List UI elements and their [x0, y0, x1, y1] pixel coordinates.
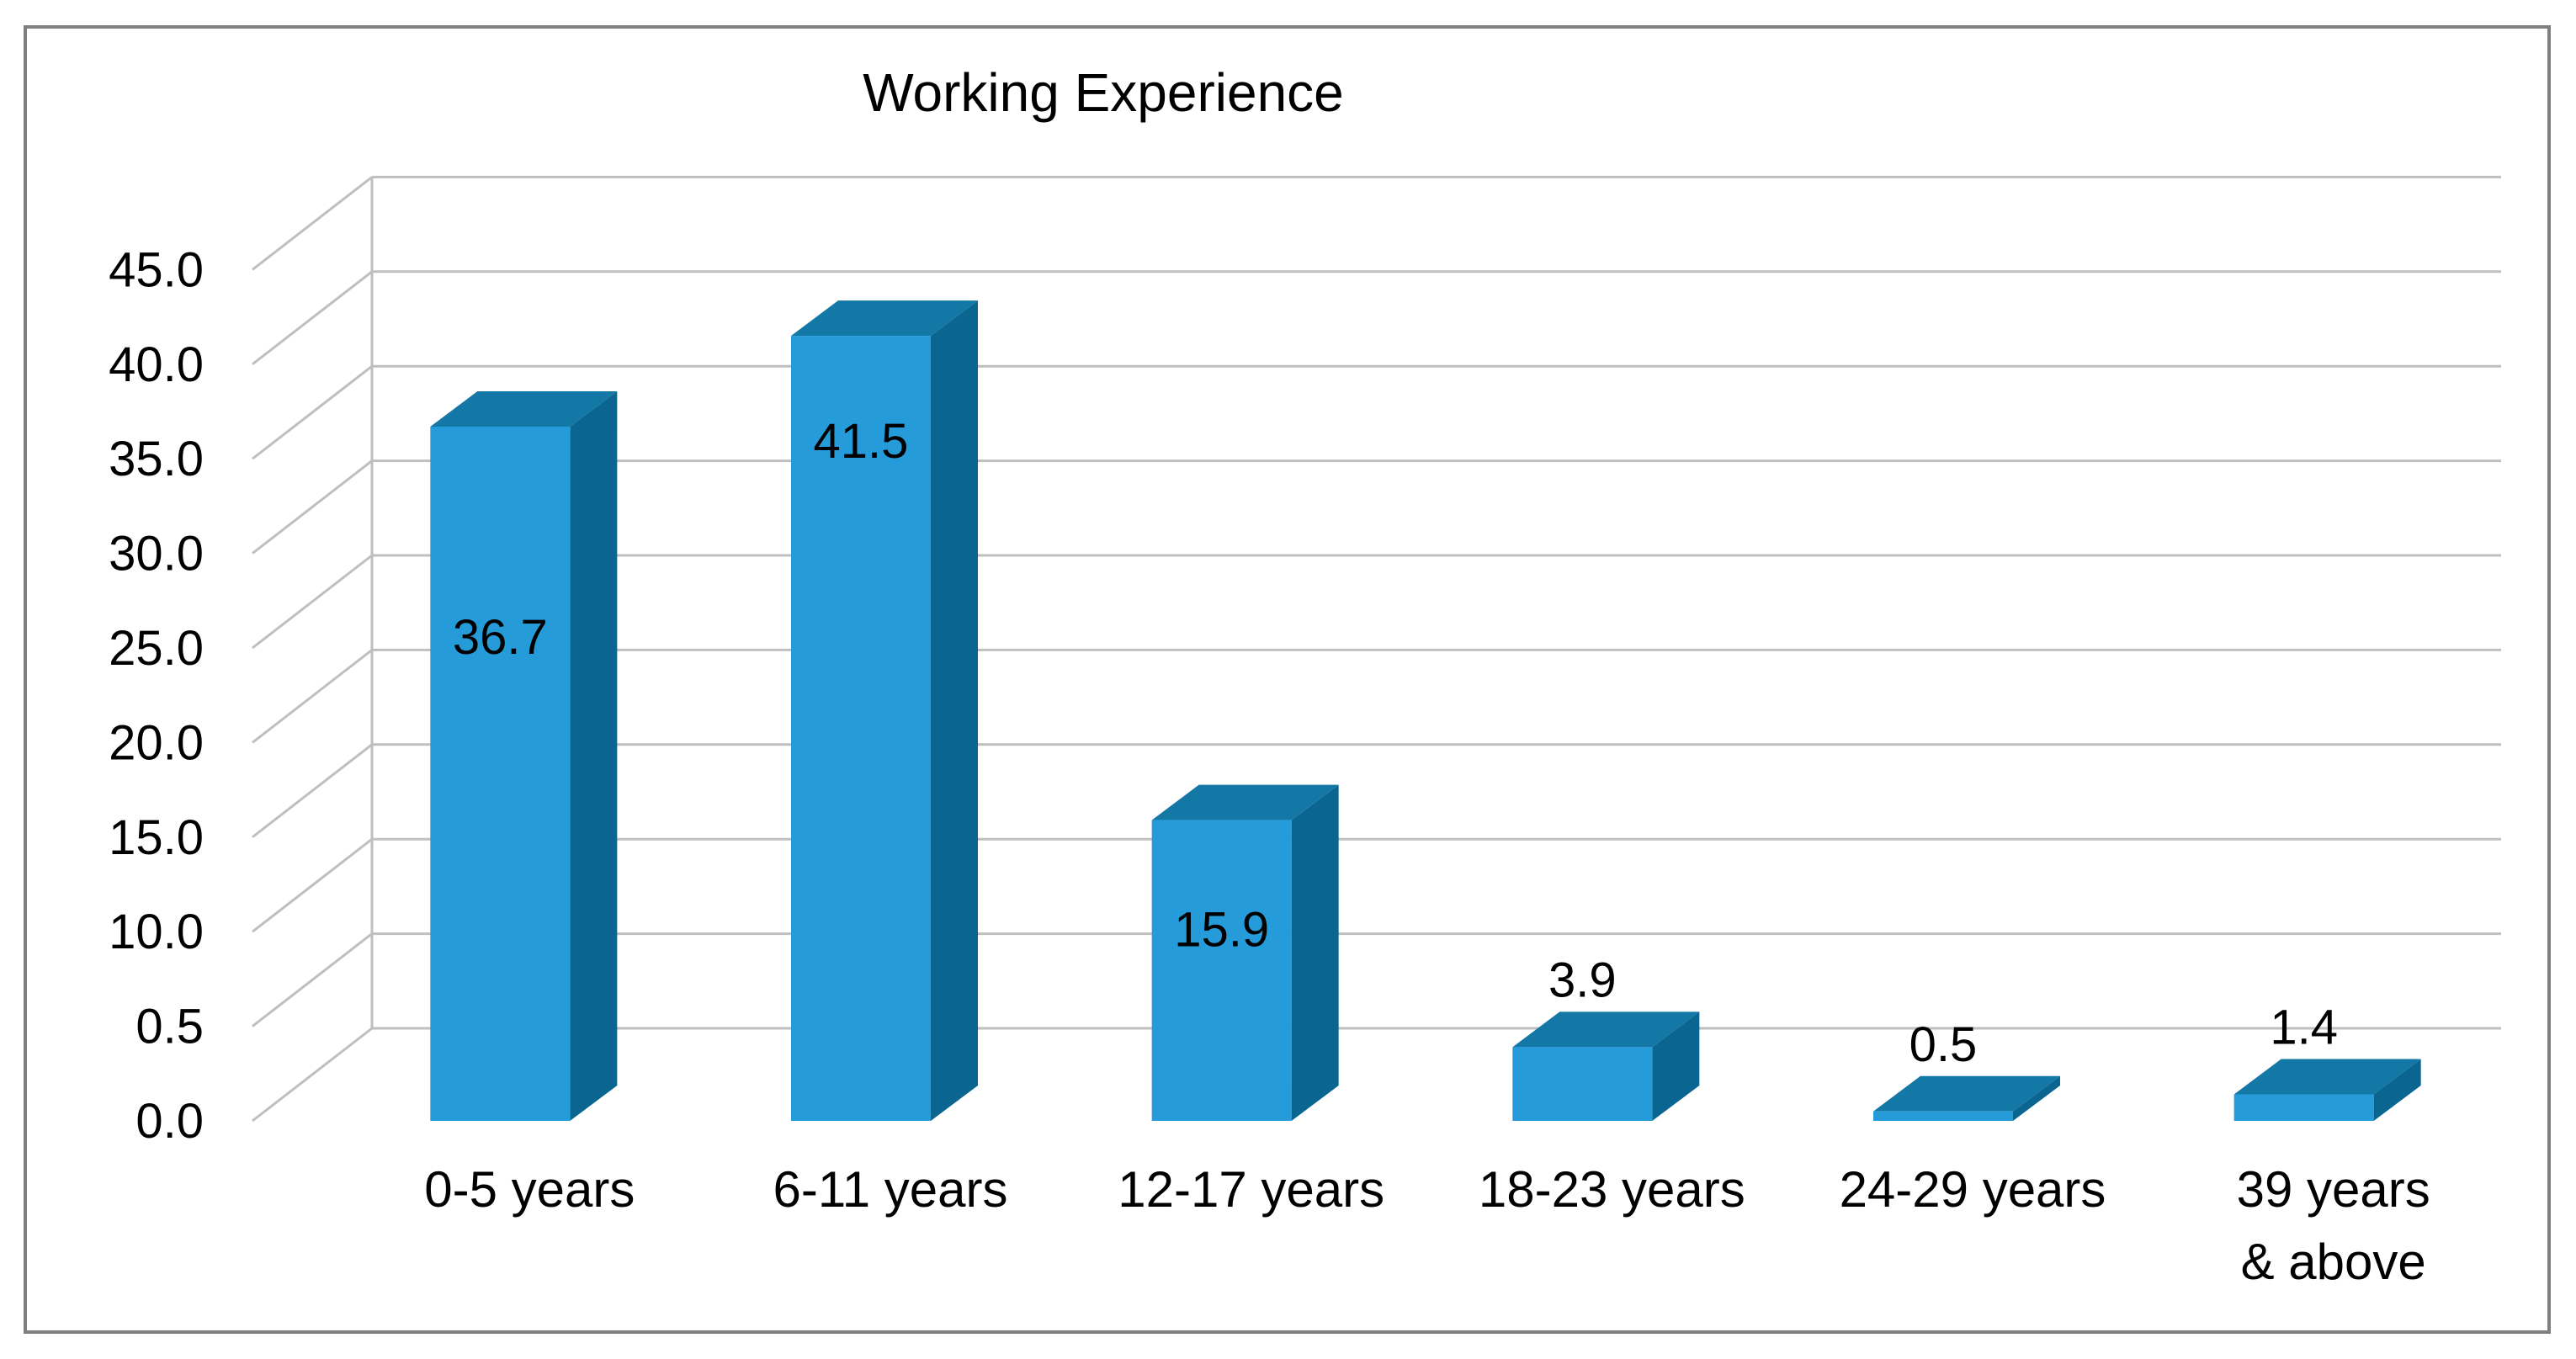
- y-tick-label: 40.0: [109, 337, 204, 392]
- bars: 36.7 41.5 15.9 3.9 0.5 1.4: [430, 300, 2421, 1122]
- bar-4: [1512, 1011, 1700, 1121]
- bar-front: [1873, 1111, 2013, 1121]
- y-tick-label: 25.0: [109, 621, 204, 676]
- bar-side: [570, 390, 618, 1121]
- bar-front: [430, 426, 571, 1121]
- y-tick-label: 10.0: [109, 905, 204, 959]
- y-tick-label: 35.0: [109, 432, 204, 486]
- bar-front: [791, 336, 931, 1122]
- gridline-diagonal: [252, 176, 373, 271]
- gridline-diagonal: [252, 932, 373, 1027]
- bar-6: [2233, 1059, 2421, 1121]
- x-tick-label: 18-23 years: [1479, 1161, 1745, 1218]
- gridline-diagonal: [252, 554, 373, 650]
- x-tick-label: 24-29 years: [1840, 1161, 2106, 1218]
- bar-side: [2013, 1075, 2060, 1121]
- x-tick-label: & above: [2241, 1234, 2426, 1290]
- y-tick-label: 0.5: [135, 1000, 204, 1054]
- bar-side: [1652, 1011, 1700, 1121]
- gridline-diagonal: [252, 270, 373, 365]
- gridline-diagonal: [252, 838, 373, 933]
- gridline-diagonal: [252, 1027, 373, 1123]
- data-label: 0.5: [1909, 1017, 1978, 1072]
- x-tick-label: 0-5 years: [424, 1161, 635, 1218]
- bar-front: [2233, 1094, 2374, 1121]
- y-tick-label: 15.0: [109, 810, 204, 865]
- data-label: 15.9: [1174, 903, 1269, 958]
- bar-top: [1151, 784, 1339, 820]
- chart-svg: Working Experience 0.0 0.5 10.0 15.0 20.0 25.…: [109, 62, 2501, 1290]
- x-tick-label: 6-11 years: [773, 1161, 1007, 1218]
- bar-top: [430, 390, 618, 427]
- bar-3: [1151, 784, 1339, 1121]
- data-label: 1.4: [2270, 1001, 2338, 1055]
- y-tick-label: 30.0: [109, 527, 204, 581]
- bar-2: [791, 300, 978, 1122]
- gridline-diagonal: [252, 365, 373, 460]
- bar-top: [791, 300, 978, 337]
- bar-side: [931, 300, 978, 1122]
- chart-title: Working Experience: [863, 62, 1344, 123]
- x-axis-labels: 0-5 years 6-11 years 12-17 years 18-23 year…: [424, 1161, 2430, 1290]
- bar-5: [1873, 1075, 2060, 1121]
- y-tick-label: 0.0: [135, 1094, 204, 1149]
- data-label: 41.5: [814, 414, 909, 469]
- bar-1: [430, 390, 618, 1121]
- gridline-diagonal: [252, 459, 373, 555]
- bar-top: [1873, 1075, 2060, 1112]
- bar-top: [2233, 1059, 2421, 1095]
- gridlines: [252, 175, 2501, 1123]
- x-tick-label: 39 years: [2237, 1161, 2430, 1218]
- bar-front: [1512, 1047, 1653, 1121]
- bar-top: [1512, 1011, 1700, 1048]
- chart-frame: Working Experience 0.0 0.5 10.0 15.0 20.0 25.…: [24, 25, 2551, 1334]
- y-axis-ticks: 0.0 0.5 10.0 15.0 20.0 25.0 30.0 35.0 40.0 45.0: [109, 242, 204, 1149]
- data-label: 3.9: [1548, 953, 1617, 1007]
- gridline-diagonal: [252, 649, 373, 744]
- bar-side: [2373, 1059, 2421, 1121]
- x-tick-label: 12-17 years: [1118, 1161, 1384, 1218]
- bar-front: [1151, 820, 1292, 1121]
- bar-side: [1291, 784, 1339, 1121]
- data-label: 36.7: [453, 610, 548, 665]
- y-tick-label: 45.0: [109, 242, 204, 297]
- y-tick-label: 20.0: [109, 715, 204, 770]
- gridline-diagonal: [252, 743, 373, 838]
